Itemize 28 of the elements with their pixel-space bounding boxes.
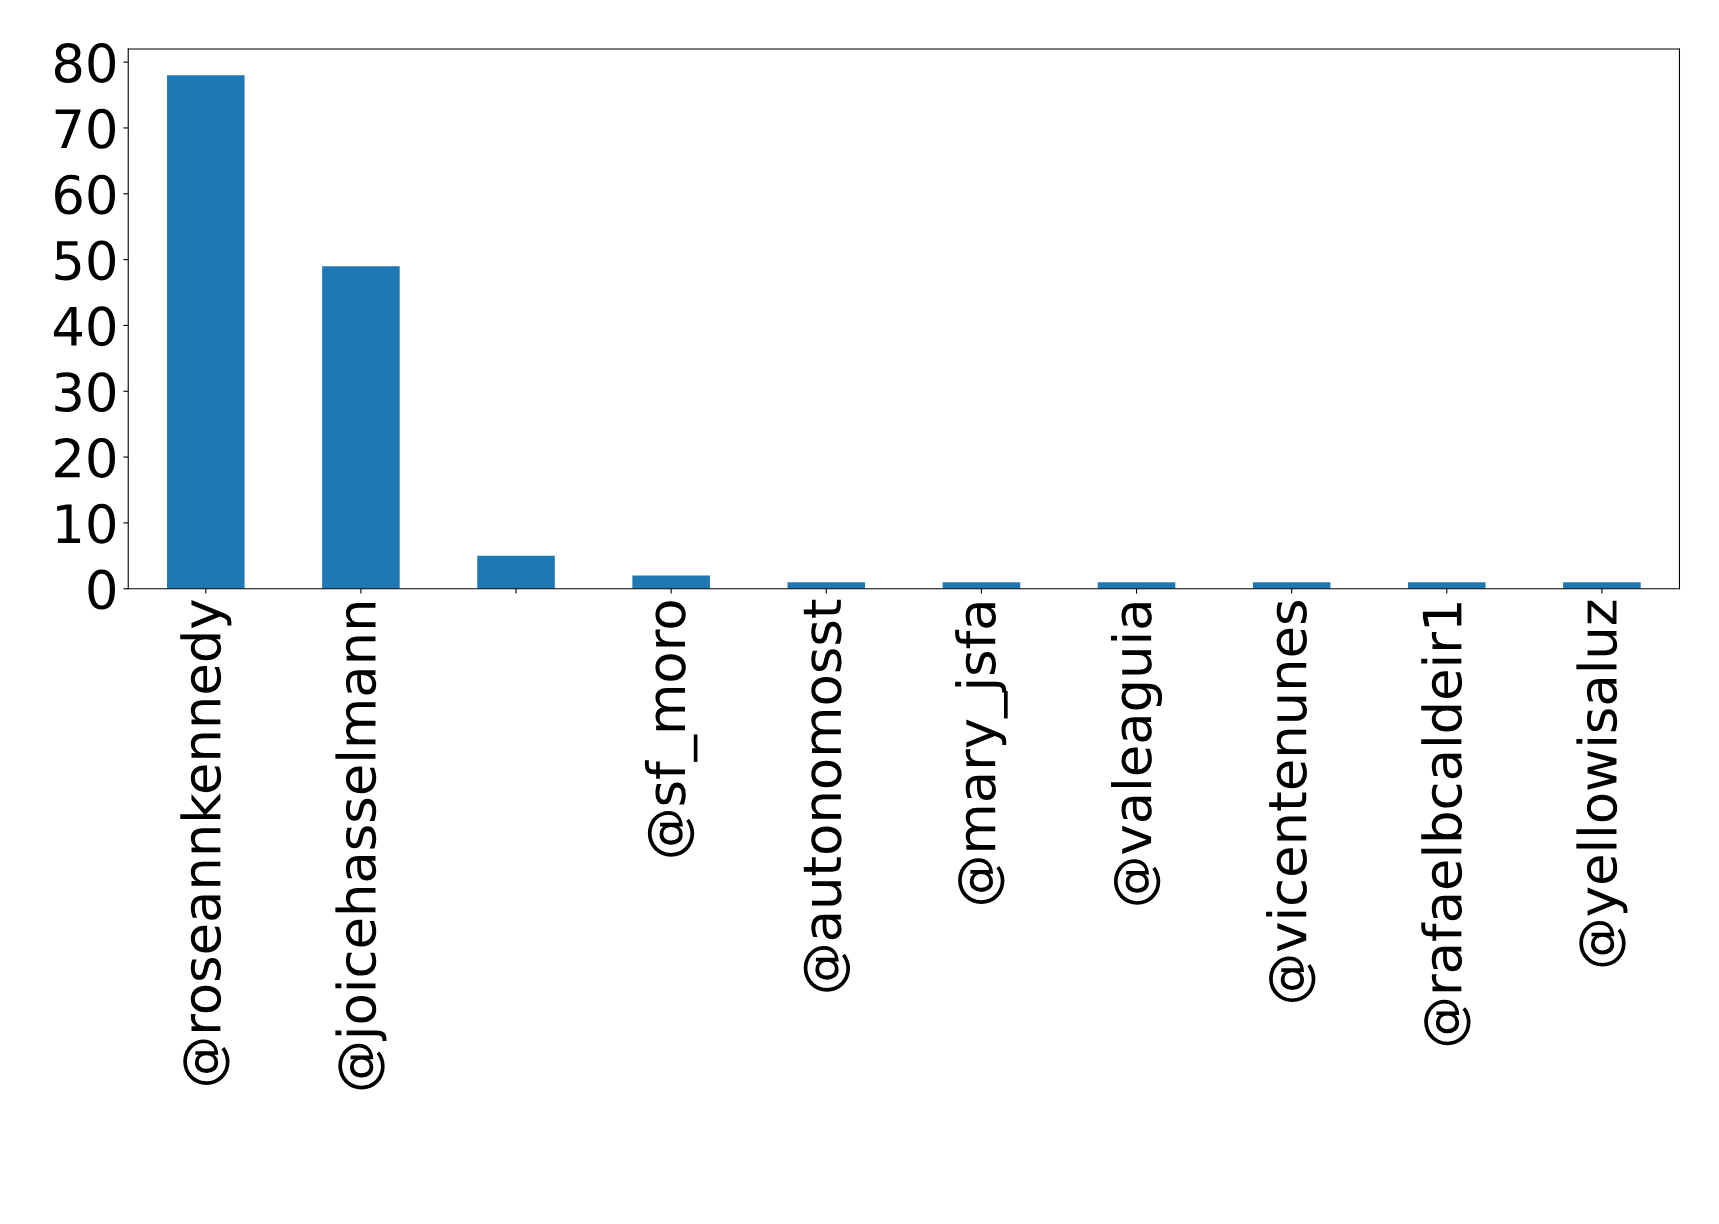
bar <box>167 75 245 589</box>
y-tick-label: 0 <box>88 569 116 610</box>
x-tick-label: @roseannkennedy <box>180 600 232 1086</box>
y-tick-label: 20 <box>55 437 116 478</box>
y-tick-label: 40 <box>53 306 116 347</box>
bar <box>477 555 555 589</box>
bar <box>1563 582 1641 589</box>
bar <box>787 582 866 589</box>
bar <box>632 575 710 589</box>
x-tick-label: @valeaguia <box>1110 603 1163 905</box>
y-tick-label: 80 <box>54 43 116 83</box>
x-tick-label: @mary_jsfa <box>955 603 1008 904</box>
bar <box>942 582 1021 589</box>
y-tick-label: 10 <box>57 503 116 544</box>
x-tick-label: @sf_moro <box>644 601 698 857</box>
y-tick-label: 60 <box>55 174 116 215</box>
x-tick-label: @joicehasselmann <box>335 602 387 1090</box>
bar <box>1408 582 1486 589</box>
x-tick-label: @autonomosst <box>803 599 851 992</box>
bar <box>1097 582 1176 589</box>
y-tick-label: 30 <box>55 372 116 413</box>
y-tick-label: 50 <box>55 240 116 281</box>
y-tick-label: 70 <box>55 108 116 149</box>
x-tick-label: @rafaelbcaldeir1 <box>1421 603 1471 1046</box>
bar <box>322 266 400 589</box>
x-tick-label: @vicentenunes <box>1266 601 1316 1003</box>
x-tick-label: @yellowisaluz <box>1576 600 1628 967</box>
bar <box>1252 582 1331 589</box>
